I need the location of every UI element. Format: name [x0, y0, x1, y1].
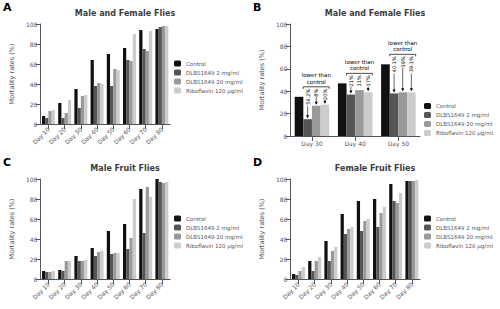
svg-text:60: 60: [280, 216, 288, 223]
svg-text:Control: Control: [436, 103, 456, 109]
svg-text:Day 10: Day 10: [280, 280, 301, 301]
svg-text:Male Fruit Flies: Male Fruit Flies: [90, 164, 160, 173]
svg-text:Day 70: Day 70: [128, 125, 149, 146]
svg-text:lower than: lower than: [345, 59, 375, 65]
svg-text:100: 100: [26, 21, 38, 28]
svg-text:40: 40: [280, 236, 288, 243]
svg-text:Day 20: Day 20: [47, 280, 68, 301]
svg-text:Day 50: Day 50: [95, 280, 116, 301]
svg-text:Riboflavin 120 μg/ml: Riboflavin 120 μg/ml: [436, 243, 494, 250]
svg-text:Day 80: Day 80: [144, 125, 165, 146]
svg-text:17%: 17%: [365, 75, 371, 86]
svg-text:Day 60: Day 60: [111, 125, 132, 146]
svg-text:DLBS1649 2 mg/ml: DLBS1649 2 mg/ml: [186, 225, 240, 232]
svg-text:80: 80: [30, 41, 38, 48]
svg-text:A: A: [3, 1, 12, 14]
svg-text:Day 80: Day 80: [394, 280, 415, 301]
svg-text:Female Fruit Flies: Female Fruit Flies: [335, 164, 416, 173]
svg-text:39.1%: 39.1%: [408, 56, 414, 72]
svg-text:D: D: [253, 156, 262, 169]
svg-text:DLBS1649 2 mg/ml: DLBS1649 2 mg/ml: [436, 112, 490, 119]
svg-text:20: 20: [30, 256, 38, 263]
svg-text:60: 60: [30, 216, 38, 223]
svg-text:DLBS1649 20 mg/ml: DLBS1649 20 mg/ml: [186, 234, 243, 241]
svg-text:40: 40: [280, 88, 288, 95]
svg-text:lower than: lower than: [302, 72, 332, 78]
svg-text:Day 10: Day 10: [30, 125, 51, 146]
svg-text:60: 60: [30, 61, 38, 68]
svg-text:21%: 21%: [348, 75, 354, 86]
svg-text:40.1%: 40.1%: [391, 56, 397, 72]
svg-text:20: 20: [30, 101, 38, 108]
svg-text:80: 80: [280, 43, 288, 50]
svg-text:Mortality rates (%): Mortality rates (%): [258, 199, 266, 260]
svg-text:20: 20: [280, 256, 288, 263]
svg-text:Day 40: Day 40: [79, 280, 100, 301]
svg-text:Day 80: Day 80: [144, 280, 165, 301]
svg-text:Day 50: Day 50: [345, 280, 366, 301]
svg-text:Control: Control: [186, 216, 206, 222]
svg-text:100: 100: [26, 176, 38, 183]
svg-text:80: 80: [30, 196, 38, 203]
svg-text:100: 100: [276, 176, 288, 183]
svg-text:40: 40: [30, 81, 38, 88]
svg-text:Mortality rates (%): Mortality rates (%): [8, 199, 16, 260]
svg-text:11%: 11%: [356, 75, 362, 86]
svg-text:Riboflavin 120 μg/ml: Riboflavin 120 μg/ml: [186, 243, 244, 250]
svg-text:Control: Control: [436, 216, 456, 222]
svg-text:control: control: [350, 65, 370, 71]
svg-text:20%: 20%: [322, 89, 328, 100]
svg-text:control: control: [307, 79, 327, 85]
svg-text:Day 50: Day 50: [388, 140, 410, 148]
svg-text:39%: 39%: [400, 56, 406, 67]
svg-text:40: 40: [30, 236, 38, 243]
svg-text:Day 10: Day 10: [30, 280, 51, 301]
svg-text:Day 30: Day 30: [63, 125, 84, 146]
svg-text:0: 0: [34, 276, 38, 283]
svg-text:Mortality rates (%): Mortality rates (%): [8, 44, 16, 105]
svg-text:Day 40: Day 40: [79, 125, 100, 146]
svg-text:Day 40: Day 40: [329, 280, 350, 301]
svg-text:0: 0: [284, 133, 288, 140]
svg-text:Riboflavin 120 μg/ml: Riboflavin 120 μg/ml: [436, 130, 494, 137]
svg-text:Day 40: Day 40: [344, 140, 366, 148]
svg-text:DLBS1649 20 mg/ml: DLBS1649 20 mg/ml: [436, 234, 493, 241]
svg-text:DLBS1649 2 mg/ml: DLBS1649 2 mg/ml: [436, 225, 490, 232]
svg-text:Day 60: Day 60: [111, 280, 132, 301]
svg-text:Day 30: Day 30: [301, 140, 323, 148]
svg-text:B: B: [253, 1, 261, 14]
svg-text:DLBS1649 20 mg/ml: DLBS1649 20 mg/ml: [186, 79, 243, 86]
svg-text:8%: 8%: [313, 89, 319, 97]
svg-text:Day 50: Day 50: [95, 125, 116, 146]
svg-text:100: 100: [276, 21, 288, 28]
svg-text:Mortality rates (%): Mortality rates (%): [258, 50, 266, 111]
svg-text:DLBS1649 2 mg/ml: DLBS1649 2 mg/ml: [186, 70, 240, 77]
svg-text:Male and Female Flies: Male and Female Flies: [325, 9, 426, 18]
svg-text:Male and Female Flies: Male and Female Flies: [75, 9, 176, 18]
svg-text:lower than: lower than: [388, 40, 418, 46]
svg-text:C: C: [3, 156, 11, 169]
svg-text:60: 60: [280, 65, 288, 72]
svg-text:56.2%: 56.2%: [305, 89, 311, 105]
svg-text:Day 30: Day 30: [313, 280, 334, 301]
svg-text:Day 20: Day 20: [297, 280, 318, 301]
svg-text:0: 0: [34, 121, 38, 128]
svg-text:Riboflavin 120 μg/ml: Riboflavin 120 μg/ml: [186, 88, 244, 95]
svg-text:0: 0: [284, 276, 288, 283]
svg-text:Day 70: Day 70: [128, 280, 149, 301]
svg-text:DLBS1649 20 mg/ml: DLBS1649 20 mg/ml: [436, 121, 493, 128]
svg-text:control: control: [393, 46, 413, 52]
svg-text:Day 60: Day 60: [361, 280, 382, 301]
svg-text:Control: Control: [186, 61, 206, 67]
svg-text:20: 20: [280, 110, 288, 117]
svg-text:Day 20: Day 20: [47, 125, 68, 146]
svg-text:Day 30: Day 30: [63, 280, 84, 301]
svg-text:80: 80: [280, 196, 288, 203]
svg-text:Day 70: Day 70: [378, 280, 399, 301]
